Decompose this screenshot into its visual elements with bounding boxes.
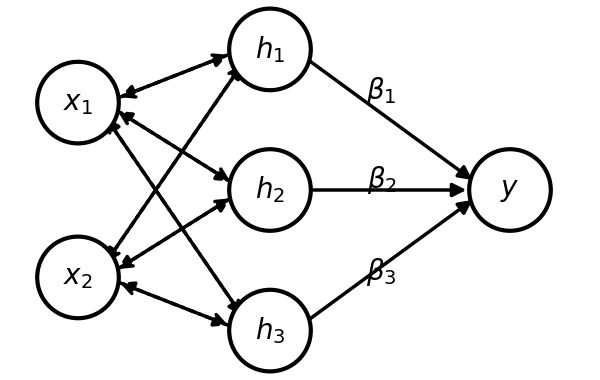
Ellipse shape bbox=[229, 9, 311, 90]
Text: $\beta_2$: $\beta_2$ bbox=[367, 165, 397, 196]
Text: $y$: $y$ bbox=[500, 176, 520, 204]
Text: $\beta_1$: $\beta_1$ bbox=[367, 75, 397, 107]
Text: $x_1$: $x_1$ bbox=[63, 89, 93, 117]
Text: $x_2$: $x_2$ bbox=[63, 263, 93, 291]
Ellipse shape bbox=[37, 62, 119, 143]
Text: $h_2$: $h_2$ bbox=[255, 174, 285, 206]
Ellipse shape bbox=[229, 290, 311, 371]
Ellipse shape bbox=[469, 149, 551, 231]
Ellipse shape bbox=[229, 149, 311, 231]
Text: $h_1$: $h_1$ bbox=[255, 34, 285, 65]
Text: $h_3$: $h_3$ bbox=[255, 315, 285, 346]
Text: $\beta_3$: $\beta_3$ bbox=[367, 256, 397, 288]
Ellipse shape bbox=[37, 237, 119, 318]
